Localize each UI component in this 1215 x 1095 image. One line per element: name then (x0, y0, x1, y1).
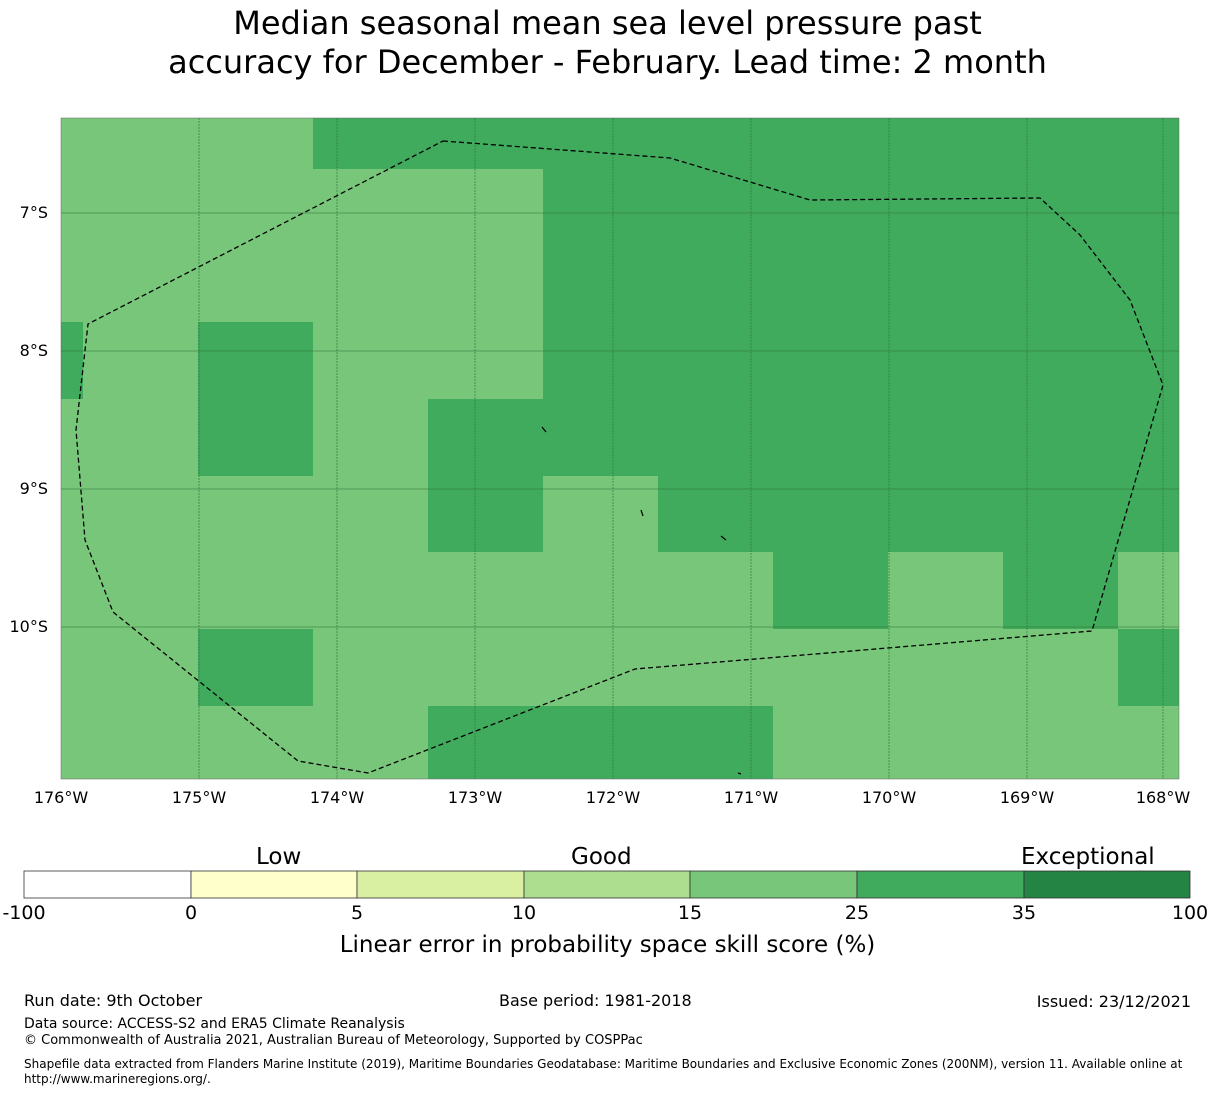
base-period: Base period: 1981-2018 (499, 991, 692, 1010)
island (720, 535, 727, 541)
x-tick-label: 172°W (585, 788, 641, 807)
run-date: Run date: 9th October (24, 991, 203, 1010)
skill-cells (61, 118, 1179, 779)
legend-category-low: Low (256, 844, 302, 870)
x-tick-label: 170°W (861, 788, 917, 807)
x-tick-label: 176°W (33, 788, 89, 807)
skill-cell (61, 322, 83, 399)
x-tick-label: 171°W (723, 788, 779, 807)
shapefile-credit: Shapefile data extracted from Flanders M… (24, 1057, 1183, 1071)
islands (541, 426, 742, 775)
island (541, 426, 547, 433)
y-tick-label: 10°S (9, 617, 48, 636)
skill-cell (428, 399, 543, 552)
x-tick-label: 169°W (999, 788, 1055, 807)
colorbar-tick: 0 (184, 902, 198, 924)
colorbar-tick: 100 (1171, 902, 1209, 924)
colorbar-tick: 25 (844, 902, 870, 924)
shapefile-url: http://www.marineregions.org/. (24, 1072, 211, 1086)
x-tick-label: 175°W (171, 788, 227, 807)
colorbar-tick: 10 (511, 902, 537, 924)
skill-cell (198, 322, 313, 476)
skill-cell (313, 118, 543, 169)
skill-cell (543, 118, 1179, 476)
x-tick-label: 168°W (1135, 788, 1191, 807)
skill-cell (1003, 552, 1118, 629)
legend-category-good: Good (571, 844, 632, 870)
y-tick-label: 9°S (19, 479, 48, 498)
colorbar-tick: -100 (2, 902, 46, 924)
island (737, 772, 742, 775)
copyright-notice: © Commonwealth of Australia 2021, Austra… (24, 1033, 643, 1048)
skill-cell (773, 552, 888, 629)
skill-cell (658, 476, 1179, 552)
chart-title: Median seasonal mean sea level pressure … (0, 4, 1215, 82)
legend-category-exceptional: Exceptional (1021, 844, 1155, 870)
skill-cell (198, 629, 313, 706)
skill-cell (1118, 629, 1179, 706)
colorbar-tick: 5 (350, 902, 364, 924)
colorbar-tick: 35 (1011, 902, 1037, 924)
y-tick-label: 8°S (19, 341, 48, 360)
y-tick-label: 7°S (19, 203, 48, 222)
island (640, 509, 644, 517)
skill-cell (428, 706, 773, 779)
title-line-2: accuracy for December - February. Lead t… (168, 43, 1047, 81)
colorbar-label: Linear error in probability space skill … (339, 932, 876, 958)
eez-boundary (75, 140, 1164, 774)
issued-date: Issued: 23/12/2021 (1036, 992, 1191, 1011)
x-tick-label: 174°W (309, 788, 365, 807)
colorbar-tick: 15 (677, 902, 703, 924)
map-frame (60, 117, 1180, 780)
x-tick-label: 173°W (447, 788, 503, 807)
map-gridlines (61, 118, 1179, 779)
title-line-1: Median seasonal mean sea level pressure … (233, 4, 982, 42)
data-source: Data source: ACCESS-S2 and ERA5 Climate … (24, 1016, 405, 1032)
